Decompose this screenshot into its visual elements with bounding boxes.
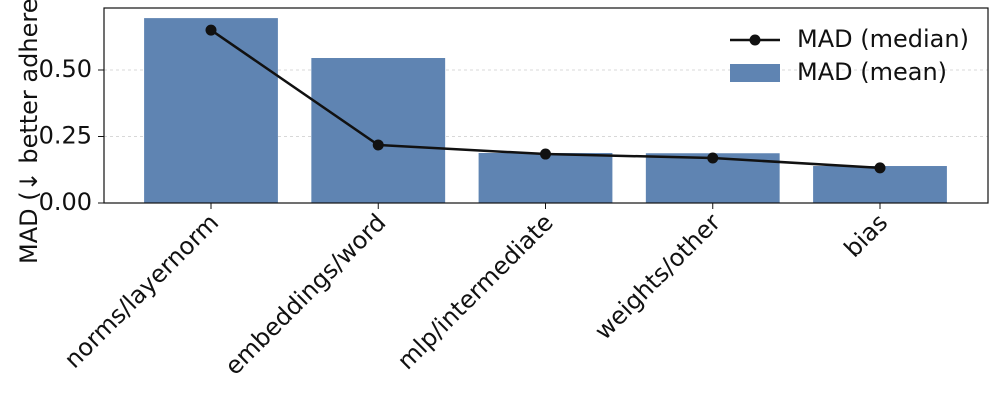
legend-label: MAD (median) xyxy=(797,25,969,53)
legend-marker xyxy=(749,34,761,46)
marker xyxy=(540,148,551,160)
x-tick-label: mlp/intermediate xyxy=(392,208,559,375)
marker xyxy=(707,152,719,164)
marker xyxy=(372,139,384,151)
bar xyxy=(478,152,613,203)
y-tick-label: 0.25 xyxy=(39,121,92,149)
legend-swatch xyxy=(730,64,780,82)
marker xyxy=(874,162,886,174)
x-tick-label: norms/layernorm xyxy=(59,208,224,373)
bar xyxy=(311,58,446,203)
x-tick-label: bias xyxy=(839,208,894,263)
legend-label: MAD (mean) xyxy=(797,58,947,86)
plot-frame xyxy=(103,7,989,204)
x-tick-label: embeddings/word xyxy=(219,208,391,380)
bar xyxy=(144,18,278,203)
y-tick-label: 0.00 xyxy=(39,188,92,216)
x-tick-label: weights/other xyxy=(589,208,726,345)
y-axis-label: MAD (↓ better adherence) xyxy=(15,0,43,264)
y-tick-label: 0.50 xyxy=(39,55,92,83)
marker xyxy=(205,24,217,36)
